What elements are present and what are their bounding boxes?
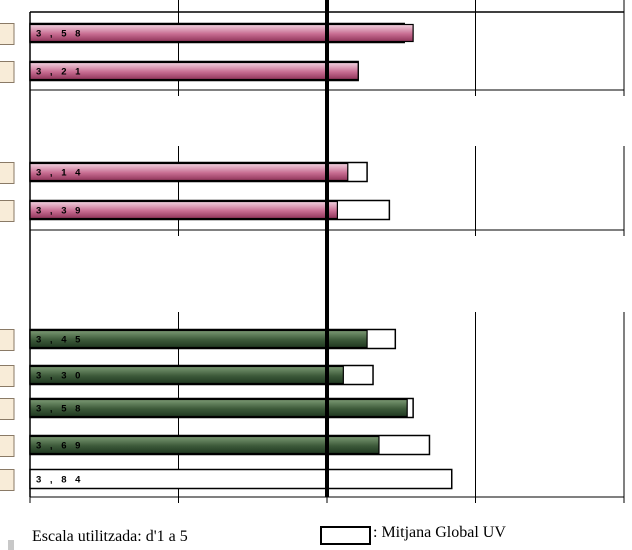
category-label-box xyxy=(0,329,15,351)
value-bar xyxy=(29,329,368,349)
value-bar xyxy=(29,200,338,220)
corner-mark xyxy=(8,540,14,550)
bar-data-label: 3 , 5 8 xyxy=(36,404,83,415)
bar-data-label: 3 , 5 8 xyxy=(36,29,83,40)
value-bar xyxy=(29,435,380,455)
category-label-box xyxy=(0,61,15,83)
scale-note: Escala utilitzada: d'1 a 5 xyxy=(32,528,188,545)
bar-data-label: 3 , 8 4 xyxy=(36,475,83,486)
category-label-box xyxy=(0,435,15,457)
value-bar xyxy=(29,23,414,43)
category-label-box xyxy=(0,398,15,420)
category-label-box xyxy=(0,23,15,45)
category-label-box xyxy=(0,365,15,387)
value-bar xyxy=(29,398,408,418)
bar-data-label: 3 , 6 9 xyxy=(36,441,83,452)
value-bar xyxy=(29,162,349,182)
bar-data-label: 3 , 3 0 xyxy=(36,371,83,382)
legend-label: : Mitjana Global UV xyxy=(373,524,506,541)
value-bar xyxy=(29,365,344,385)
bar-data-label: 3 , 4 5 xyxy=(36,335,83,346)
category-label-box xyxy=(0,469,15,491)
global-mean-bar xyxy=(29,468,453,490)
bar-chart: 3 , 5 8 3 , 2 1 3 , 1 4 3 , 3 9 3 , 4 5 3 , 3… xyxy=(0,0,625,503)
value-bar xyxy=(29,61,359,81)
bar-data-label: 3 , 1 4 xyxy=(36,168,83,179)
legend-swatch-global-mean xyxy=(320,526,371,545)
category-label-box xyxy=(0,162,15,184)
bar-data-label: 3 , 2 1 xyxy=(36,67,83,78)
category-label-box xyxy=(0,200,15,222)
bar-data-label: 3 , 3 9 xyxy=(36,206,83,217)
